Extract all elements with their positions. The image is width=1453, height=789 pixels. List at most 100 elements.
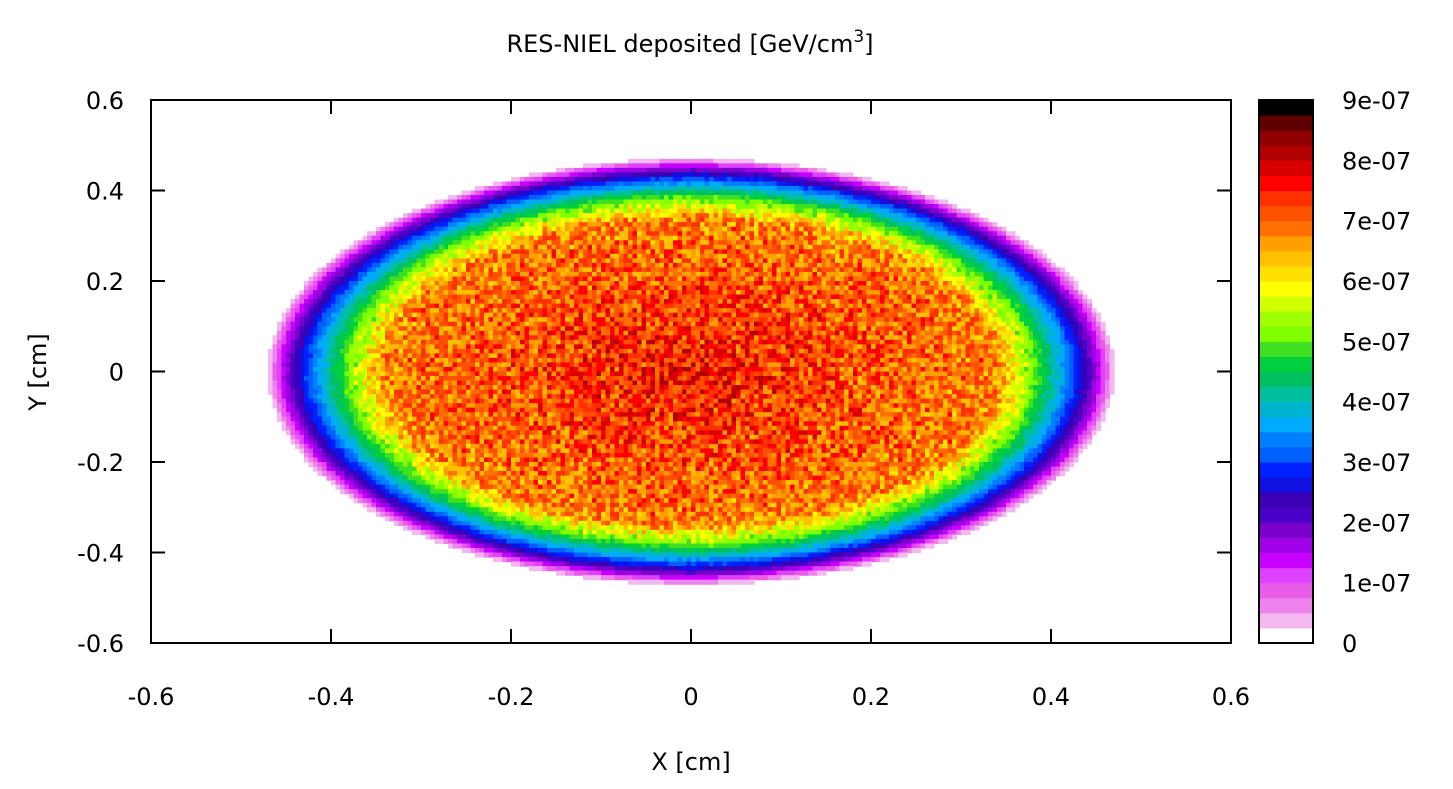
heatmap-cell: [610, 240, 616, 246]
heatmap-cell: [668, 158, 674, 164]
heatmap-cell: [610, 312, 616, 318]
heatmap-cell: [781, 226, 787, 232]
heatmap-cell: [682, 276, 688, 282]
heatmap-cell: [758, 204, 764, 210]
heatmap-cell: [866, 303, 872, 309]
heatmap-cell: [839, 294, 845, 300]
heatmap-cell: [974, 235, 980, 241]
heatmap-cell: [920, 226, 926, 232]
heatmap-cell: [565, 312, 571, 318]
heatmap-cell: [614, 204, 620, 210]
heatmap-cell: [529, 222, 535, 228]
heatmap-cell: [974, 317, 980, 323]
heatmap-cell: [403, 312, 409, 318]
heatmap-cell: [691, 253, 697, 259]
heatmap-cell: [929, 240, 935, 246]
heatmap-cell: [358, 244, 364, 250]
heatmap-cell: [718, 276, 724, 282]
heatmap-cell: [673, 321, 679, 327]
heatmap-cell: [709, 258, 715, 264]
heatmap-cell: [511, 317, 517, 323]
heatmap-cell: [664, 199, 670, 205]
heatmap-cell: [1051, 299, 1057, 305]
heatmap-cell: [983, 258, 989, 264]
heatmap-cell: [421, 208, 427, 214]
heatmap-cell: [587, 172, 593, 178]
heatmap-cell: [785, 172, 791, 178]
heatmap-cell: [376, 226, 382, 232]
heatmap-cell: [349, 303, 355, 309]
heatmap-cell: [758, 262, 764, 269]
heatmap-cell: [686, 294, 692, 300]
heatmap-cell: [1078, 303, 1084, 309]
heatmap-cell: [952, 244, 958, 250]
heatmap-cell: [929, 290, 935, 296]
heatmap-cell: [596, 204, 602, 210]
heatmap-cell: [452, 222, 458, 228]
heatmap-cell: [416, 303, 422, 309]
heatmap-cell: [848, 204, 854, 210]
heatmap-cell: [713, 253, 719, 259]
heatmap-cell: [569, 217, 575, 223]
heatmap-cell: [416, 312, 422, 318]
heatmap-cell: [902, 276, 908, 282]
heatmap-cell: [794, 226, 800, 232]
heatmap-cell: [700, 294, 706, 300]
heatmap-cell: [335, 294, 341, 300]
heatmap-cell: [898, 258, 904, 264]
heatmap-cell: [749, 181, 755, 187]
heatmap-cell: [547, 276, 553, 282]
heatmap-cell: [817, 208, 823, 214]
heatmap-cell: [592, 235, 598, 241]
heatmap-cell: [385, 276, 391, 282]
heatmap-cell: [947, 303, 953, 309]
heatmap-cell: [835, 195, 841, 201]
heatmap-cell: [371, 244, 377, 250]
heatmap-cell: [632, 217, 638, 223]
heatmap-cell: [1006, 235, 1012, 241]
heatmap-cell: [718, 163, 724, 169]
heatmap-cell: [610, 249, 616, 255]
heatmap-cell: [992, 317, 998, 323]
heatmap-cell: [475, 231, 481, 237]
heatmap-cell: [821, 226, 827, 232]
heatmap-cell: [1024, 299, 1030, 305]
heatmap-cell: [542, 299, 548, 305]
heatmap-cell: [605, 172, 611, 178]
heatmap-cell: [430, 213, 436, 219]
heatmap-cell: [1028, 267, 1034, 273]
heatmap-cell: [664, 276, 670, 282]
heatmap-cell: [542, 172, 548, 178]
heatmap-cell: [803, 303, 809, 309]
heatmap-cell: [803, 267, 809, 273]
heatmap-cell: [875, 276, 881, 282]
heatmap-cell: [295, 308, 301, 314]
heatmap-cell: [443, 217, 449, 223]
heatmap-cell: [461, 317, 467, 323]
heatmap-cell: [551, 217, 557, 223]
heatmap-cell: [497, 276, 503, 282]
heatmap-cell: [965, 249, 971, 255]
heatmap-cell: [619, 240, 625, 246]
heatmap-cell: [1010, 235, 1016, 241]
heatmap-cell: [862, 258, 868, 264]
heatmap-cell: [520, 317, 526, 323]
heatmap-cell: [299, 303, 305, 309]
heatmap-cell: [835, 176, 841, 183]
heatmap-cell: [776, 172, 782, 178]
heatmap-cell: [749, 176, 755, 183]
heatmap-cell: [781, 231, 787, 237]
heatmap-cell: [745, 271, 751, 278]
heatmap-cell: [722, 281, 728, 287]
heatmap-cell: [907, 299, 913, 305]
heatmap-cell: [695, 181, 701, 187]
heatmap-cell: [767, 276, 773, 282]
heatmap-cell: [565, 285, 571, 291]
heatmap-cell: [731, 163, 737, 169]
heatmap-cell: [929, 317, 935, 323]
heatmap-cell: [835, 249, 841, 255]
heatmap-cell: [416, 226, 422, 232]
heatmap-cell: [704, 181, 710, 187]
heatmap-cell: [628, 281, 634, 287]
heatmap-cell: [934, 240, 940, 246]
